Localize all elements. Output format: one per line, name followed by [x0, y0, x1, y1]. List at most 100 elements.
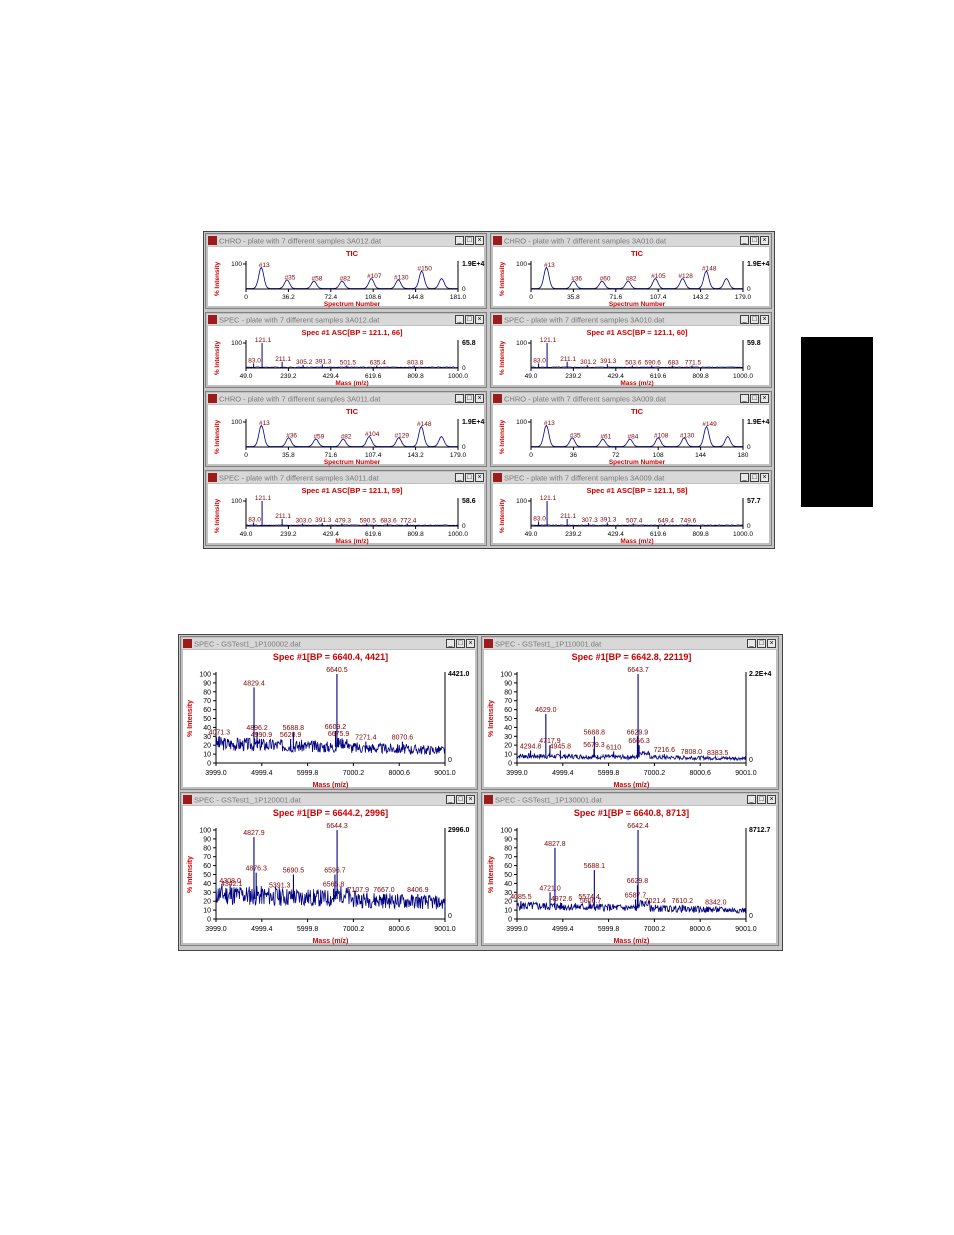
y-tick-top: 100: [231, 498, 242, 505]
minimize-icon[interactable]: _: [747, 639, 756, 648]
maximize-icon[interactable]: □: [465, 236, 474, 245]
top_windows-window[interactable]: SPEC - plate with 7 different samples 3A…: [490, 470, 772, 546]
maximize-icon[interactable]: □: [465, 394, 474, 403]
y-axis-label: % Intensity: [187, 856, 194, 893]
peak-label: 391.3: [600, 358, 617, 365]
y-tick-zero: 0: [462, 444, 466, 451]
maximize-icon[interactable]: □: [465, 315, 474, 324]
x-tick-label: 4999.4: [251, 926, 273, 933]
y-tick-top: 100: [516, 340, 527, 347]
maximize-icon[interactable]: □: [465, 473, 474, 482]
window-titlebar[interactable]: CHRO - plate with 7 different samples 3A…: [492, 393, 770, 404]
close-icon[interactable]: ×: [760, 236, 769, 245]
x-tick-label: 8000.6: [388, 926, 410, 933]
window-titlebar[interactable]: SPEC - plate with 7 different samples 3A…: [492, 314, 770, 325]
y-max-label: 1.9E+4: [747, 261, 769, 268]
app-icon[interactable]: [208, 472, 217, 482]
x-tick-label: 181.0: [450, 294, 467, 301]
minimize-icon[interactable]: _: [740, 315, 749, 324]
top_windows-window[interactable]: SPEC - plate with 7 different samples 3A…: [205, 312, 487, 388]
top_windows-window[interactable]: CHRO - plate with 7 different samples 3A…: [205, 233, 487, 309]
window-titlebar[interactable]: SPEC - GSTest1_1P100002.dat _ □ ×: [182, 638, 476, 649]
chart-header: Spec #1[BP = 6644.2, 2996]: [273, 808, 388, 818]
close-icon[interactable]: ×: [760, 315, 769, 324]
maximize-icon[interactable]: □: [757, 639, 766, 648]
maximize-icon[interactable]: □: [750, 315, 759, 324]
close-icon[interactable]: ×: [767, 795, 776, 804]
minimize-icon[interactable]: _: [455, 236, 464, 245]
app-icon[interactable]: [484, 638, 493, 648]
y-axis-label: % Intensity: [214, 340, 221, 375]
close-icon[interactable]: ×: [760, 473, 769, 482]
app-icon[interactable]: [484, 794, 493, 804]
maximize-icon[interactable]: □: [750, 394, 759, 403]
minimize-icon[interactable]: _: [446, 795, 455, 804]
window-titlebar[interactable]: SPEC - GSTest1_1P110001.dat _ □ ×: [483, 638, 777, 649]
top_windows-window[interactable]: CHRO - plate with 7 different samples 3A…: [205, 391, 487, 467]
close-icon[interactable]: ×: [466, 795, 475, 804]
app-icon[interactable]: [208, 235, 217, 245]
window-titlebar[interactable]: SPEC - GSTest1_1P130001.dat _ □ ×: [483, 794, 777, 805]
peak-label: 590.6: [645, 360, 662, 367]
window-titlebar[interactable]: CHRO - plate with 7 different samples 3A…: [207, 393, 485, 404]
app-icon[interactable]: [493, 472, 502, 482]
close-icon[interactable]: ×: [475, 473, 484, 482]
minimize-icon[interactable]: _: [740, 394, 749, 403]
bottom_windows-window[interactable]: SPEC - GSTest1_1P110001.dat _ □ × Spec #1[BP…: [481, 636, 779, 790]
bottom_windows-window[interactable]: SPEC - GSTest1_1P100002.dat _ □ × Spec #1[BP…: [180, 636, 478, 790]
minimize-icon[interactable]: _: [455, 473, 464, 482]
bottom_windows-window[interactable]: SPEC - GSTest1_1P130001.dat _ □ × Spec #1[BP…: [481, 792, 779, 946]
peak-label: #13: [259, 420, 270, 427]
x-tick-label: 5999.8: [297, 926, 319, 933]
close-icon[interactable]: ×: [475, 315, 484, 324]
peak-label: #36: [571, 276, 582, 283]
spectrum-chart: TIC % Intensity 100 1.9E+4 0 0 36 72 108 144 180 Sp…: [499, 407, 769, 466]
x-tick-label: 5999.8: [598, 770, 620, 777]
y-tick-label: 10: [504, 752, 512, 759]
window-titlebar[interactable]: SPEC - plate with 7 different samples 3A…: [492, 472, 770, 483]
window-titlebar[interactable]: CHRO - plate with 7 different samples 3A…: [207, 235, 485, 246]
y-tick-label: 60: [504, 707, 512, 714]
bottom_windows-window[interactable]: SPEC - GSTest1_1P120001.dat _ □ × Spec #1[BP…: [180, 792, 478, 946]
maximize-icon[interactable]: □: [750, 236, 759, 245]
minimize-icon[interactable]: _: [455, 315, 464, 324]
maximize-icon[interactable]: □: [750, 473, 759, 482]
top_windows-window[interactable]: CHRO - plate with 7 different samples 3A…: [490, 391, 772, 467]
minimize-icon[interactable]: _: [455, 394, 464, 403]
app-icon[interactable]: [208, 314, 217, 324]
close-icon[interactable]: ×: [475, 236, 484, 245]
top_windows-window[interactable]: SPEC - plate with 7 different samples 3A…: [205, 470, 487, 546]
maximize-icon[interactable]: □: [757, 795, 766, 804]
top_windows-window[interactable]: SPEC - plate with 7 different samples 3A…: [490, 312, 772, 388]
window-title: SPEC - GSTest1_1P120001.dat: [194, 795, 301, 805]
app-icon[interactable]: [493, 235, 502, 245]
window-titlebar[interactable]: SPEC - plate with 7 different samples 3A…: [207, 314, 485, 325]
app-icon[interactable]: [493, 393, 502, 403]
peak-label: 635.4: [370, 360, 387, 367]
close-icon[interactable]: ×: [475, 394, 484, 403]
app-icon[interactable]: [208, 393, 217, 403]
app-icon[interactable]: [183, 638, 192, 648]
y-tick-label: 90: [203, 680, 211, 687]
maximize-icon[interactable]: □: [456, 795, 465, 804]
window-titlebar[interactable]: SPEC - plate with 7 different samples 3A…: [207, 472, 485, 483]
top_windows-window[interactable]: CHRO - plate with 7 different samples 3A…: [490, 233, 772, 309]
minimize-icon[interactable]: _: [740, 473, 749, 482]
maximize-icon[interactable]: □: [456, 639, 465, 648]
app-icon[interactable]: [493, 314, 502, 324]
window-titlebar[interactable]: SPEC - GSTest1_1P120001.dat _ □ ×: [182, 794, 476, 805]
window-titlebar[interactable]: CHRO - plate with 7 different samples 3A…: [492, 235, 770, 246]
minimize-icon[interactable]: _: [446, 639, 455, 648]
spectrum-chart: Spec #1[BP = 6640.8, 8713] % Intensity 871…: [488, 808, 771, 945]
minimize-icon[interactable]: _: [740, 236, 749, 245]
x-tick-label: 144: [695, 452, 706, 459]
y-axis-label: % Intensity: [214, 419, 221, 454]
peak-label: 4876.3: [245, 866, 267, 873]
peak-label: 4717.9: [539, 738, 561, 745]
close-icon[interactable]: ×: [466, 639, 475, 648]
app-icon[interactable]: [183, 794, 192, 804]
close-icon[interactable]: ×: [767, 639, 776, 648]
x-tick-label: 49.0: [525, 373, 538, 380]
minimize-icon[interactable]: _: [747, 795, 756, 804]
close-icon[interactable]: ×: [760, 394, 769, 403]
